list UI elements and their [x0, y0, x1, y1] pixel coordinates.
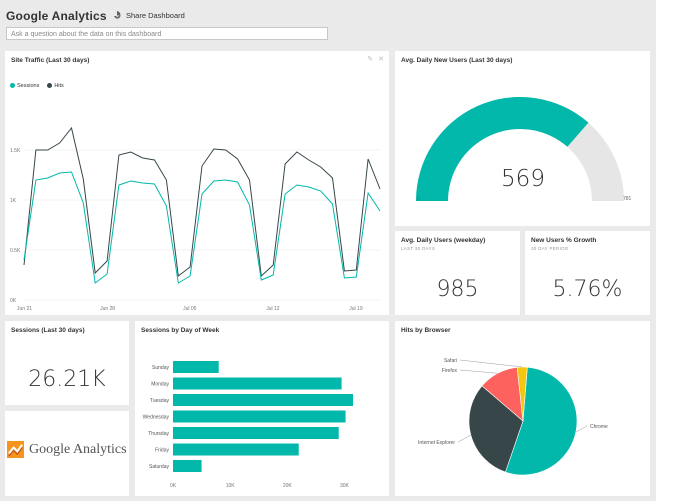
x-tick-label: 10K: [226, 483, 236, 489]
legend-sessions: Sessions: [10, 83, 39, 89]
tile-title: Sessions (Last 30 days): [11, 327, 85, 334]
pie-label: Safari: [444, 358, 457, 364]
weekday-users-value: 985: [436, 277, 479, 302]
sessions-tile[interactable]: Sessions (Last 30 days) 26.21K: [5, 321, 129, 405]
growth-value: 5.76%: [552, 277, 623, 302]
bar-label: Tuesday: [150, 398, 169, 404]
tile-title: Avg. Daily Users (weekday): [401, 237, 486, 244]
share-dashboard-button[interactable]: Share Dashboard: [113, 11, 185, 20]
pie-slice: [468, 385, 524, 473]
pencil-icon[interactable]: ✎: [367, 56, 374, 63]
bar-label: Sunday: [152, 365, 169, 371]
gauge-chart: [416, 97, 624, 201]
bar: [173, 460, 202, 472]
bar-label: Monday: [151, 382, 169, 388]
gauge-min-label: 0: [417, 196, 420, 202]
pie-leader-line: [457, 434, 472, 443]
new-users-tile[interactable]: Avg. Daily New Users (Last 30 days) 569 …: [395, 51, 650, 226]
bar-label: Friday: [155, 448, 169, 454]
gauge-value: 569: [501, 166, 545, 192]
browser-tile[interactable]: Hits by Browser Chrome Internet Explorer F…: [395, 321, 650, 496]
pie-label: Firefox: [442, 368, 458, 374]
logo-text: Google Analytics: [29, 441, 127, 457]
tile-title: New Users % Growth: [531, 237, 597, 244]
chart-legend: Sessions Hits: [10, 83, 64, 89]
tile-title: Sessions by Day of Week: [141, 327, 220, 334]
x-tick-label: 30K: [340, 483, 350, 489]
x-tick-label: 0K: [170, 483, 177, 489]
tile-title: Site Traffic (Last 30 days): [11, 57, 90, 64]
qa-input[interactable]: Ask a question about the data on this da…: [6, 27, 328, 40]
gauge-max-label: 781: [623, 196, 632, 202]
analytics-logo-icon: [7, 441, 24, 458]
bar: [173, 427, 339, 439]
pie-label: Internet Explorer: [418, 440, 455, 446]
share-icon: [114, 11, 121, 19]
pie-label: Chrome: [590, 424, 608, 430]
close-icon[interactable]: ✕: [378, 56, 384, 63]
sessions-value: 26.21K: [28, 367, 106, 392]
app-title: Google Analytics: [6, 9, 107, 23]
tile-title: Avg. Daily New Users (Last 30 days): [401, 57, 513, 64]
legend-hits: Hits: [47, 83, 64, 89]
day-of-week-chart: Sunday Monday Tuesday Wednesday Thursday Frid…: [143, 361, 353, 489]
pie-leader-line: [459, 359, 523, 368]
tile-subtitle: 30 DAY PERIOD: [531, 246, 569, 251]
growth-tile[interactable]: New Users % Growth 30 DAY PERIOD 5.76%: [525, 231, 650, 315]
bar-label: Thursday: [148, 431, 169, 437]
google-analytics-logo: Google Analytics: [7, 441, 127, 458]
weekday-users-tile[interactable]: Avg. Daily Users (weekday) LAST 30 DAYS …: [395, 231, 520, 315]
bar: [173, 443, 299, 456]
tile-subtitle: LAST 30 DAYS: [401, 246, 436, 251]
pie-leader-line: [459, 369, 498, 374]
day-of-week-tile[interactable]: Sessions by Day of Week Sunday Monday Tues…: [135, 321, 389, 496]
share-label: Share Dashboard: [126, 11, 185, 20]
gauge-fill: [416, 97, 589, 201]
bar: [173, 377, 342, 390]
bar-label: Saturday: [149, 464, 170, 470]
bar-label: Wednesday: [143, 415, 170, 421]
x-tick-label: 20K: [283, 483, 293, 489]
logo-tile[interactable]: [5, 411, 129, 496]
pie-leader-line: [575, 425, 588, 433]
bar: [173, 361, 219, 373]
tile-title: Hits by Browser: [401, 327, 451, 334]
browser-pie-chart: Chrome Internet Explorer Firefox Safari: [418, 358, 608, 476]
site-traffic-tile[interactable]: Site Traffic (Last 30 days) ✎ ✕: [5, 51, 389, 315]
bar: [173, 394, 353, 406]
bar: [173, 410, 346, 423]
